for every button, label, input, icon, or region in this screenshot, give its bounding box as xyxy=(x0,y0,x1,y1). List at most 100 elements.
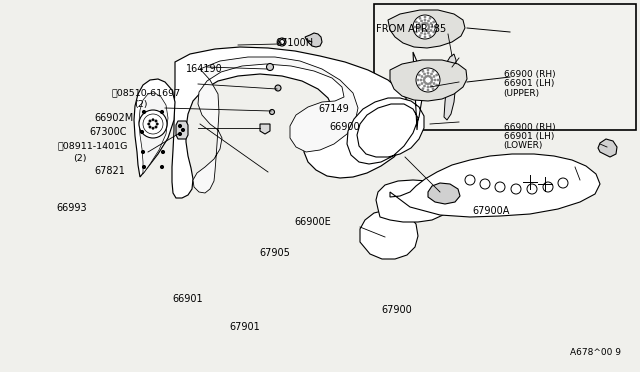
Circle shape xyxy=(424,85,426,87)
Circle shape xyxy=(431,79,433,81)
Circle shape xyxy=(424,22,426,24)
Circle shape xyxy=(417,26,419,28)
Circle shape xyxy=(179,125,182,128)
Text: 66900: 66900 xyxy=(330,122,360,132)
Text: FROM APR.'85: FROM APR.'85 xyxy=(376,24,446,34)
Text: 66900 (RH): 66900 (RH) xyxy=(504,70,556,79)
Circle shape xyxy=(414,26,416,28)
Polygon shape xyxy=(193,57,358,193)
Text: 164190: 164190 xyxy=(186,64,222,74)
Circle shape xyxy=(149,126,151,128)
Circle shape xyxy=(428,89,429,91)
Circle shape xyxy=(431,81,432,83)
Circle shape xyxy=(280,39,285,45)
Circle shape xyxy=(495,182,505,192)
Text: 66901: 66901 xyxy=(173,295,204,304)
Polygon shape xyxy=(598,139,617,157)
Circle shape xyxy=(423,79,425,81)
Text: 67905: 67905 xyxy=(259,248,290,258)
Circle shape xyxy=(424,77,426,79)
Circle shape xyxy=(424,36,426,38)
Circle shape xyxy=(420,24,422,26)
Circle shape xyxy=(161,110,163,113)
Circle shape xyxy=(424,73,426,75)
Circle shape xyxy=(558,178,568,188)
Circle shape xyxy=(424,33,426,35)
Polygon shape xyxy=(139,93,168,174)
Circle shape xyxy=(141,131,143,134)
Circle shape xyxy=(428,86,429,88)
Circle shape xyxy=(156,123,158,125)
Circle shape xyxy=(143,114,163,134)
Circle shape xyxy=(432,71,434,72)
Circle shape xyxy=(433,31,435,33)
Circle shape xyxy=(424,81,426,83)
Circle shape xyxy=(428,32,429,34)
Circle shape xyxy=(422,23,424,24)
Circle shape xyxy=(139,110,167,138)
Polygon shape xyxy=(390,154,600,217)
Circle shape xyxy=(155,120,157,122)
Circle shape xyxy=(155,126,157,128)
Circle shape xyxy=(428,26,430,28)
Circle shape xyxy=(420,32,422,34)
Circle shape xyxy=(543,182,553,192)
Text: Ⓝ08911-1401G: Ⓝ08911-1401G xyxy=(58,142,128,151)
Circle shape xyxy=(425,76,427,77)
Circle shape xyxy=(420,20,422,22)
Text: 67149: 67149 xyxy=(318,104,349,113)
Circle shape xyxy=(419,35,421,36)
Polygon shape xyxy=(374,4,636,130)
Circle shape xyxy=(416,68,440,92)
Text: 67300C: 67300C xyxy=(90,127,127,137)
Circle shape xyxy=(428,20,429,22)
Text: (UPPER): (UPPER) xyxy=(504,89,540,97)
Circle shape xyxy=(161,151,164,154)
Circle shape xyxy=(421,76,423,77)
Circle shape xyxy=(436,84,438,86)
Circle shape xyxy=(278,38,286,46)
Circle shape xyxy=(465,175,475,185)
Circle shape xyxy=(418,23,420,24)
Polygon shape xyxy=(388,10,465,48)
Circle shape xyxy=(415,21,417,23)
Circle shape xyxy=(428,75,429,77)
Circle shape xyxy=(480,179,490,189)
Polygon shape xyxy=(376,180,452,222)
Text: 66900E: 66900E xyxy=(294,218,331,227)
Circle shape xyxy=(422,71,424,72)
Polygon shape xyxy=(444,54,456,120)
Polygon shape xyxy=(428,183,460,204)
Circle shape xyxy=(141,151,145,154)
Circle shape xyxy=(422,88,424,89)
Circle shape xyxy=(182,128,184,131)
Circle shape xyxy=(418,30,420,31)
Circle shape xyxy=(149,120,151,122)
Polygon shape xyxy=(305,33,322,47)
Circle shape xyxy=(424,30,426,32)
Circle shape xyxy=(269,109,275,115)
Circle shape xyxy=(143,166,145,169)
Text: 66993: 66993 xyxy=(56,203,87,213)
Circle shape xyxy=(419,17,421,19)
Circle shape xyxy=(511,184,521,194)
Circle shape xyxy=(433,21,435,23)
Circle shape xyxy=(426,23,428,24)
Circle shape xyxy=(431,73,432,75)
Circle shape xyxy=(431,85,432,87)
Circle shape xyxy=(436,74,438,76)
Circle shape xyxy=(429,35,431,36)
Circle shape xyxy=(421,83,423,84)
Circle shape xyxy=(430,23,432,24)
Circle shape xyxy=(152,119,154,121)
Circle shape xyxy=(275,85,281,91)
Text: 67900: 67900 xyxy=(381,305,412,314)
Polygon shape xyxy=(260,124,270,134)
Polygon shape xyxy=(347,52,424,164)
Circle shape xyxy=(429,76,431,77)
Polygon shape xyxy=(360,210,418,259)
Circle shape xyxy=(143,110,145,113)
Circle shape xyxy=(417,79,419,81)
Polygon shape xyxy=(172,47,413,198)
Circle shape xyxy=(413,15,437,39)
